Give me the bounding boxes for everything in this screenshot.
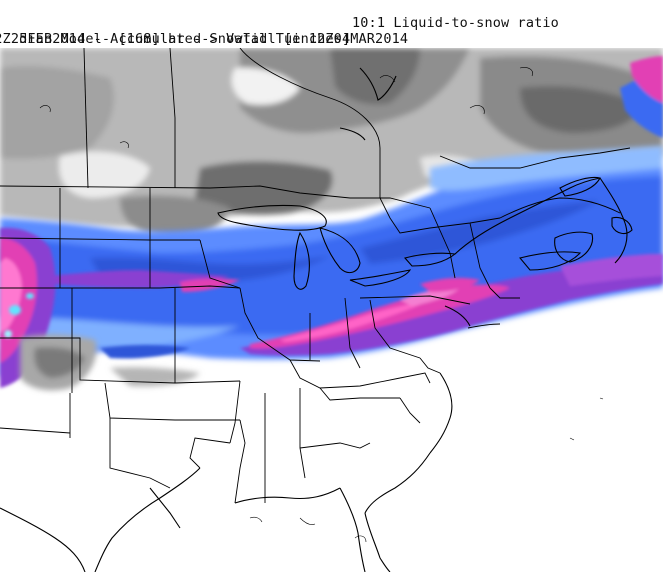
- snow-band-extreme: [4, 293, 34, 338]
- detail-contours: [39, 67, 604, 543]
- coastlines: [0, 67, 633, 572]
- snowpack-gray-region: [0, 48, 663, 236]
- snow-band-heavy: [0, 56, 663, 388]
- political-boundaries: [0, 48, 631, 504]
- snowfall-map-svg: [0, 48, 663, 572]
- header-line-1: dian Model Accumulated Snowfall [inches]…: [0, 15, 559, 79]
- run-valid-line: 12Z25FEB2014 -- [168] hr --> Valid Tue 1…: [0, 31, 409, 47]
- chart-header: dian Model Accumulated Snowfall [inches]…: [0, 0, 663, 48]
- snow-ratio-label: 10:1 Liquid-to-snow ratio: [352, 15, 559, 31]
- snowfall-map: [0, 48, 663, 572]
- map-title: dian Model Accumulated Snowfall [inches]: [19, 31, 351, 47]
